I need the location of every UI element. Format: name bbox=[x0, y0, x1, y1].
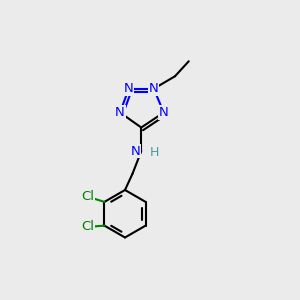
Text: Cl: Cl bbox=[82, 220, 95, 233]
Text: N: N bbox=[130, 145, 140, 158]
Text: Cl: Cl bbox=[82, 190, 95, 203]
Text: N: N bbox=[159, 106, 169, 119]
Text: N: N bbox=[149, 82, 159, 95]
Text: H: H bbox=[150, 146, 159, 159]
Text: N: N bbox=[124, 82, 134, 95]
Text: N: N bbox=[115, 106, 125, 119]
